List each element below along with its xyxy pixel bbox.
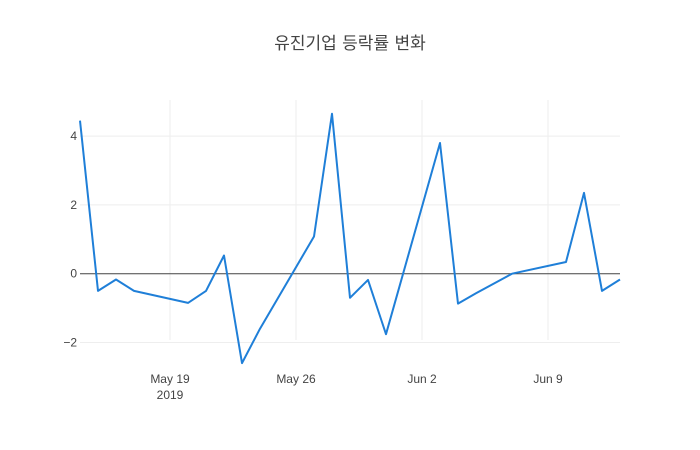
y-tick-label: 0: [70, 267, 77, 281]
x-tick-label: Jun 9: [533, 372, 563, 386]
y-tick-label: 4: [70, 129, 77, 143]
x-tick-sublabel: 2019: [157, 388, 184, 402]
y-tick-label: −2: [63, 335, 77, 349]
series-line-0: [79, 112, 621, 365]
grid-layer: [80, 100, 620, 343]
tick-label-layer: 4 2 0 −2 May 19 2019 May 26 Jun 2 Jun 9: [63, 129, 563, 402]
y-tick-label: 2: [70, 198, 77, 212]
x-tick-label: May 26: [276, 372, 316, 386]
x-tick-label: May 19: [150, 372, 190, 386]
x-tick-label: Jun 2: [407, 372, 437, 386]
chart-title: 유진기업 등락률 변화: [274, 34, 426, 54]
series-layer: [79, 112, 621, 365]
